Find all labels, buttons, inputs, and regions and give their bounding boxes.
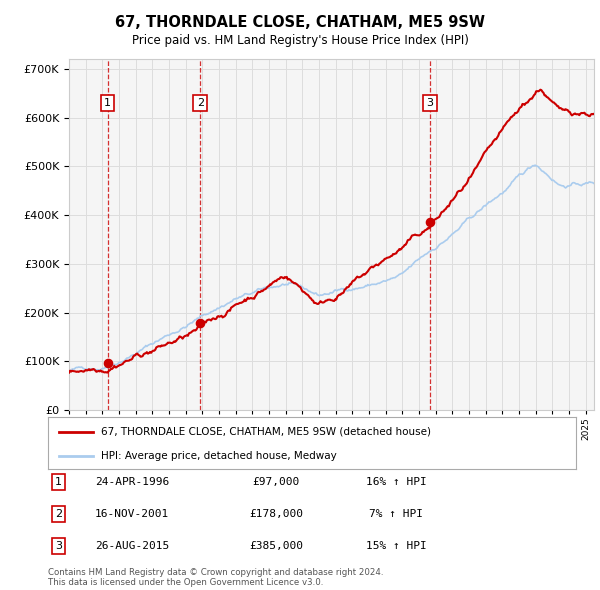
Text: Price paid vs. HM Land Registry's House Price Index (HPI): Price paid vs. HM Land Registry's House …: [131, 34, 469, 47]
Point: [103, 358, 112, 368]
Text: 3: 3: [427, 98, 433, 108]
Text: 26-AUG-2015: 26-AUG-2015: [95, 541, 169, 550]
Point: [196, 319, 205, 328]
Text: Contains HM Land Registry data © Crown copyright and database right 2024.
This d: Contains HM Land Registry data © Crown c…: [48, 568, 383, 587]
Text: 16% ↑ HPI: 16% ↑ HPI: [365, 477, 427, 487]
Text: 1: 1: [104, 98, 111, 108]
Text: 24-APR-1996: 24-APR-1996: [95, 477, 169, 487]
Text: £385,000: £385,000: [249, 541, 303, 550]
Text: 1: 1: [55, 477, 62, 487]
Text: £178,000: £178,000: [249, 509, 303, 519]
Text: 3: 3: [55, 541, 62, 550]
Text: £97,000: £97,000: [253, 477, 299, 487]
Text: HPI: Average price, detached house, Medway: HPI: Average price, detached house, Medw…: [101, 451, 337, 461]
Text: 2: 2: [197, 98, 204, 108]
Text: 67, THORNDALE CLOSE, CHATHAM, ME5 9SW (detached house): 67, THORNDALE CLOSE, CHATHAM, ME5 9SW (d…: [101, 427, 431, 437]
Text: 15% ↑ HPI: 15% ↑ HPI: [365, 541, 427, 550]
Text: 7% ↑ HPI: 7% ↑ HPI: [369, 509, 423, 519]
Text: 67, THORNDALE CLOSE, CHATHAM, ME5 9SW: 67, THORNDALE CLOSE, CHATHAM, ME5 9SW: [115, 15, 485, 30]
Text: 2: 2: [55, 509, 62, 519]
Point: [425, 218, 434, 227]
Text: 16-NOV-2001: 16-NOV-2001: [95, 509, 169, 519]
